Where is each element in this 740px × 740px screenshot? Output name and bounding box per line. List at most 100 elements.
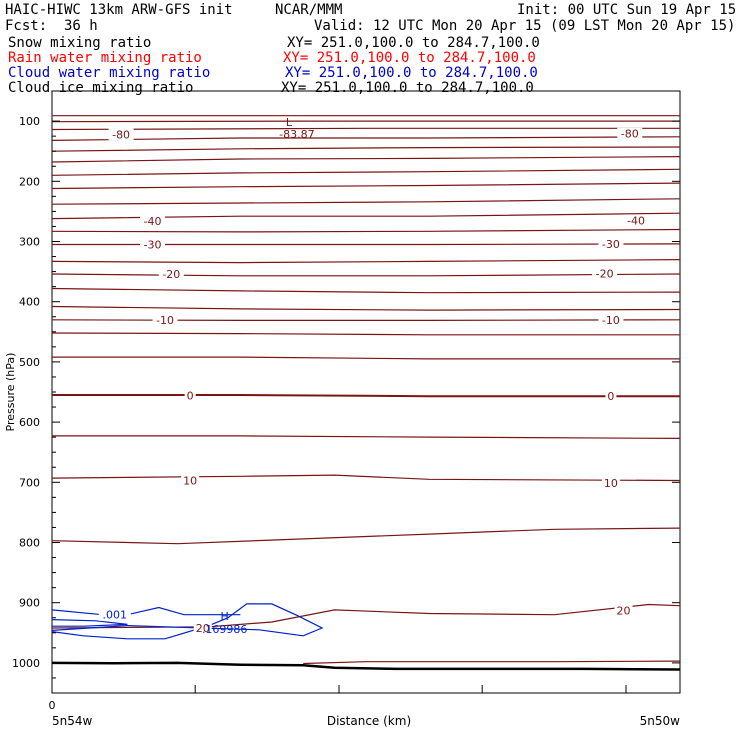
temperature-contour-line bbox=[51, 120, 680, 123]
cloud-water-contour-line bbox=[51, 606, 241, 616]
temperature-contours bbox=[51, 115, 681, 665]
temperature-contour-label: -40 bbox=[627, 214, 645, 227]
y-tick-label: 600 bbox=[19, 416, 40, 429]
temperature-contour-label: -30 bbox=[143, 239, 161, 252]
forecast-hour: 36 h bbox=[64, 18, 98, 34]
high-value: .169986 bbox=[202, 623, 248, 636]
field-xy-rain: XY= 251.0,100.0 to 284.7,100.0 bbox=[283, 50, 536, 66]
forecast-label: Fcst: bbox=[5, 18, 48, 34]
temperature-contour-label: -40 bbox=[143, 215, 161, 228]
temperature-contour-label-bg bbox=[184, 389, 196, 402]
field-xy-snow: XY= 251.0,100.0 to 284.7,100.0 bbox=[287, 35, 540, 51]
field-name-snow: Snow mixing ratio bbox=[8, 35, 152, 51]
high-symbol: H bbox=[221, 610, 229, 623]
temperature-contour-label-bg bbox=[139, 215, 165, 228]
temperature-contour-line bbox=[51, 156, 681, 163]
org-label: NCAR/MMM bbox=[275, 2, 343, 18]
temperature-contour-line bbox=[52, 394, 680, 398]
temperature-contour-label-bg bbox=[108, 128, 134, 141]
temperature-contour-line bbox=[52, 356, 680, 360]
temperature-contour-label-bg bbox=[605, 390, 617, 403]
y-tick-label: 300 bbox=[19, 236, 40, 249]
temperature-contour-line bbox=[51, 198, 681, 205]
temperature-contour-label: -80 bbox=[621, 128, 639, 141]
temperature-contour-label-bg bbox=[193, 621, 212, 634]
y-tick-label: 100 bbox=[19, 115, 40, 128]
y-tick-label: 700 bbox=[19, 476, 40, 489]
temperature-contour-label-bg bbox=[152, 313, 178, 326]
temperature-contour-line bbox=[51, 168, 681, 176]
temperature-contour-line bbox=[51, 603, 681, 629]
y-tick-label: 800 bbox=[19, 537, 40, 550]
field-name-cloud-ice: Cloud ice mixing ratio bbox=[8, 80, 194, 96]
temperature-contour-label: 10 bbox=[183, 474, 197, 487]
temperature-contour-label-bg bbox=[598, 313, 624, 326]
x-axis-label: Distance (km) bbox=[327, 714, 411, 728]
valid-time: Valid: 12 UTC Mon 20 Apr 15 (09 LST Mon … bbox=[314, 18, 736, 34]
temperature-contour-label-bg bbox=[614, 604, 633, 617]
temperature-contour-line bbox=[51, 146, 681, 152]
contour-labels: -80 -80 -40 -40 -30 -30 -20 -20 -10 -10 0 0 10 10 20 20… bbox=[98, 116, 649, 636]
low-symbol: L bbox=[286, 116, 293, 129]
temperature-contour-label: -20 bbox=[162, 268, 180, 281]
temperature-contour-line bbox=[51, 228, 681, 233]
plot-frame bbox=[51, 90, 681, 694]
temperature-contour-label-bg bbox=[181, 474, 200, 487]
temperature-contour-line bbox=[51, 273, 681, 277]
cloud-water-contour-line bbox=[51, 619, 128, 627]
surface-pressure-line bbox=[51, 661, 681, 671]
temperature-contour-label-bg bbox=[158, 268, 184, 281]
temperature-contour-label-bg bbox=[139, 238, 165, 251]
temperature-contour-label-bg bbox=[623, 214, 649, 227]
field-xy-cloud-ice: XY= 251.0,100.0 to 284.7,100.0 bbox=[281, 80, 534, 96]
temperature-contour-label: 10 bbox=[604, 477, 618, 490]
y-tick-label: 200 bbox=[19, 175, 40, 188]
x-tick-zero: 0 bbox=[49, 699, 56, 712]
cloud-water-contour-label-bg bbox=[98, 608, 131, 621]
temperature-contour-line bbox=[51, 305, 681, 311]
cloud-water-contour-label: .001 bbox=[103, 609, 128, 622]
temperature-contour-line bbox=[303, 660, 681, 665]
x-left-location: 5n54w bbox=[52, 714, 93, 728]
y-axis-label: Pressure (hPa) bbox=[4, 353, 17, 432]
temperature-contour-line bbox=[51, 127, 680, 131]
temperature-contour-label: -10 bbox=[156, 314, 174, 327]
y-tick-label: 1000 bbox=[12, 657, 40, 670]
y-tick-label: 400 bbox=[19, 296, 40, 309]
temperature-contour-line bbox=[51, 182, 681, 190]
temperature-contour-label: 20 bbox=[196, 622, 210, 635]
temperature-contour-label: 0 bbox=[607, 390, 614, 403]
cloud-water-contour-line bbox=[51, 603, 324, 640]
surface-pressure bbox=[51, 661, 681, 671]
chart-title: HAIC-HIWC 13km ARW-GFS init bbox=[5, 2, 233, 18]
temperature-contour-label: -80 bbox=[112, 128, 130, 141]
temperature-contour-label-bg bbox=[598, 237, 624, 250]
temperature-contour-label-bg bbox=[601, 476, 620, 489]
temperature-contour-line bbox=[51, 319, 681, 321]
field-xy-cloud-water: XY= 251.0,100.0 to 284.7,100.0 bbox=[285, 65, 538, 81]
y-tick-label: 500 bbox=[19, 356, 40, 369]
temperature-contour-line bbox=[51, 287, 681, 294]
temperature-contour-label: 0 bbox=[187, 390, 194, 403]
temperature-contour-line bbox=[51, 259, 681, 264]
field-name-rain: Rain water mixing ratio bbox=[8, 50, 202, 66]
temperature-contour-line bbox=[51, 474, 681, 482]
low-value: -83.87 bbox=[279, 128, 314, 141]
field-name-cloud-water: Cloud water mixing ratio bbox=[8, 65, 211, 81]
cloud-water-contours bbox=[51, 603, 324, 640]
temperature-contour-label-bg bbox=[617, 127, 643, 140]
temperature-contour-line bbox=[51, 527, 681, 545]
x-right-location: 5n50w bbox=[640, 714, 681, 728]
temperature-contour-line bbox=[51, 136, 681, 141]
temperature-contour-label: -30 bbox=[602, 238, 620, 251]
temperature-contour-label: 20 bbox=[616, 605, 630, 618]
temperature-contour-line bbox=[51, 332, 680, 336]
init-time: Init: 00 UTC Sun 19 Apr 15 bbox=[517, 2, 737, 18]
y-tick-label: 900 bbox=[19, 597, 40, 610]
temperature-contour-line bbox=[52, 435, 681, 439]
temperature-contour-label: -10 bbox=[602, 314, 620, 327]
temperature-contour-label-bg bbox=[592, 267, 618, 280]
temperature-contour-label: -20 bbox=[596, 267, 614, 280]
